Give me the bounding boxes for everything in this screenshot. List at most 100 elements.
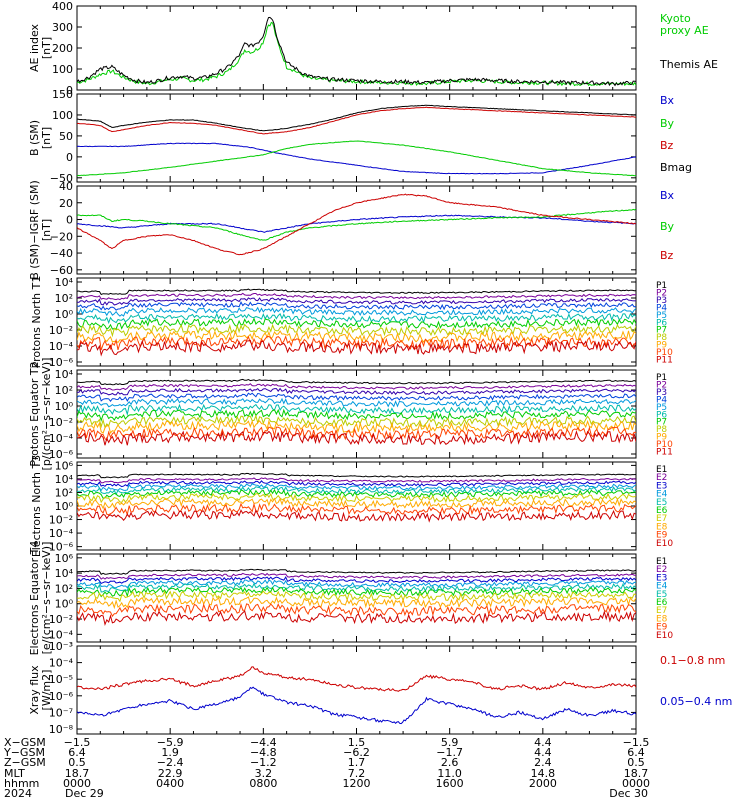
y-tick-label: 10² (55, 582, 73, 595)
panel-frame (76, 553, 637, 643)
channel-line-p9 (77, 329, 636, 344)
channel-line-e8 (77, 595, 636, 610)
ephemeris-value: 1.7 (348, 756, 366, 769)
ephemeris-value: 2.4 (534, 756, 552, 769)
legend-label-0-1-0-8-nm: 0.1−0.8 nm (660, 654, 725, 667)
y-tick-label: 10⁻² (49, 324, 73, 337)
ephemeris-value: 2000 (529, 777, 557, 790)
ephemeris-value: 14.8 (531, 767, 556, 780)
channel-line-p1 (77, 288, 636, 296)
channel-label-p10: P10 (656, 348, 673, 358)
channel-label-e9: E9 (656, 623, 668, 633)
channel-label-p4: P4 (656, 395, 667, 405)
channel-line-p2 (77, 383, 636, 391)
ephemeris-value: 0000 (63, 777, 91, 790)
y-tick-label: 100 (52, 63, 73, 76)
y-tick-label: 10² (55, 292, 73, 305)
panel-2: 150 100 50 0 −50 B (SM)[nT] Bx By Bz Bmag (28, 88, 692, 185)
y-tick-label: −20 (50, 230, 73, 243)
channel-line-e5 (77, 486, 636, 496)
series-line-bz (77, 193, 636, 256)
channel-label-p7: P7 (656, 326, 667, 336)
panel-8: 10⁻³ 10⁻⁴ 10⁻⁵ 10⁻⁶ 10⁻⁷ 10⁻⁸ Xray flux[W/m2] 0… (28, 640, 733, 736)
channel-line-e6 (77, 586, 636, 598)
series-line-by (77, 208, 636, 241)
channel-line-e7 (77, 590, 636, 603)
y-tick-label: 10⁻² (49, 514, 73, 527)
legend-label-by: By (660, 220, 675, 233)
y-tick-label: 10⁰ (55, 500, 74, 513)
channel-label-p7: P7 (656, 418, 667, 428)
channel-label-e10: E10 (656, 539, 673, 549)
channel-label-e2: E2 (656, 565, 667, 575)
ephemeris-value: 18.7 (624, 767, 649, 780)
channel-line-p7 (77, 408, 636, 422)
channel-line-e4 (77, 483, 636, 492)
y-tick-label: 10⁻² (49, 416, 73, 429)
channel-line-p4 (77, 301, 636, 311)
channel-label-p4: P4 (656, 303, 667, 313)
channel-line-p3 (77, 297, 636, 306)
ephemeris-value: 1.9 (161, 746, 179, 759)
y-tick-label: 10⁻⁴ (49, 657, 74, 670)
ephemeris-value: −2.4 (157, 756, 184, 769)
ephemeris-value: 5.9 (441, 736, 459, 749)
panel-frame (76, 645, 637, 735)
ephemeris-value: 7.2 (348, 767, 366, 780)
y-tick-label: 10⁻⁴ (49, 628, 74, 641)
series-line-bmag (77, 104, 636, 132)
channel-line-p4 (77, 392, 636, 403)
ephemeris-row-label: Z−GSM (4, 756, 46, 769)
panel-3: 40 20 0 −20 −40 −60B (SM)−IGRF (SM)[nT] Bx By Bz (28, 180, 675, 280)
channel-line-e8 (77, 497, 636, 510)
series-line-0-1-0-8-nm (77, 666, 636, 692)
ephemeris-value: 0000 (622, 777, 650, 790)
legend-label-bz: Bz (660, 139, 674, 152)
y-tick-label: 100 (52, 109, 73, 122)
channel-label-e3: E3 (656, 573, 667, 583)
legend-label-bmag: Bmag (660, 161, 692, 174)
y-tick-label: 40 (59, 180, 73, 193)
y-tick-label: 200 (52, 42, 73, 55)
channel-line-p8 (77, 323, 636, 338)
y-tick-label: 20 (59, 197, 73, 210)
channel-line-e2 (77, 572, 636, 580)
y-tick-label: −40 (50, 247, 73, 260)
channel-label-e7: E7 (656, 606, 667, 616)
ephemeris-value: 6.4 (627, 746, 645, 759)
channel-line-e6 (77, 488, 636, 499)
y-tick-label: 10⁻⁸ (49, 723, 74, 736)
y-tick-label: 10² (55, 486, 73, 499)
legend-label-themis-ae: Themis AE (659, 58, 718, 71)
ephemeris-value: 1.5 (348, 736, 366, 749)
channel-line-e7 (77, 492, 636, 504)
channel-label-e5: E5 (656, 590, 667, 600)
y-tick-label: 300 (52, 21, 73, 34)
ephemeris-value: 4.4 (534, 736, 552, 749)
series-line-bx (77, 214, 636, 233)
channel-label-p8: P8 (656, 333, 667, 343)
ephemeris-value: 0.5 (627, 756, 645, 769)
panel-frame (76, 185, 637, 275)
plot-area (77, 288, 636, 357)
channel-label-p5: P5 (656, 311, 667, 321)
y-tick-label: 0 (66, 84, 73, 97)
legend-label-bx: Bx (660, 189, 675, 202)
y-tick-label: 50 (59, 130, 73, 143)
y-tick-label: 0 (66, 151, 73, 164)
y-tick-label: 0 (66, 214, 73, 227)
y-tick-label: 10⁻⁴ (49, 527, 74, 540)
channel-line-e2 (77, 477, 636, 484)
y-axis-title: B (SM)[nT] (28, 120, 53, 156)
y-tick-label: −50 (50, 172, 73, 185)
y-tick-label: 10⁻⁴ (49, 340, 74, 353)
channel-label-e7: E7 (656, 514, 667, 524)
plot-area (77, 16, 636, 87)
channel-line-p8 (77, 414, 636, 429)
channel-label-e10: E10 (656, 631, 673, 641)
channel-label-p8: P8 (656, 425, 667, 435)
